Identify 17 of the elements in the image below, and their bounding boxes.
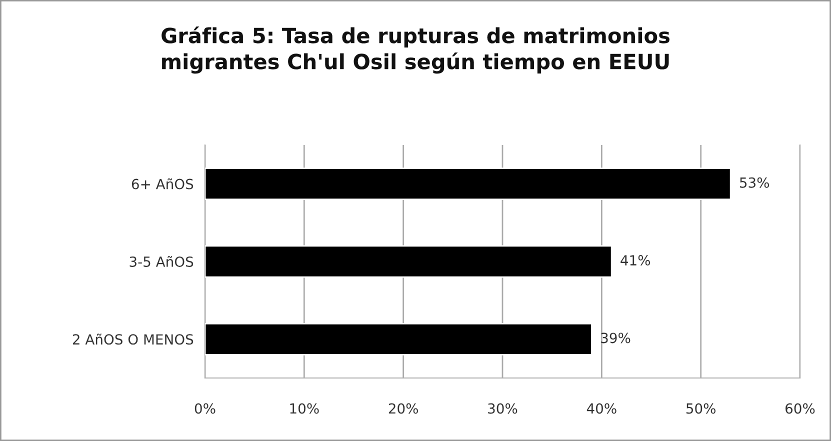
bar <box>205 245 612 278</box>
bar <box>205 168 732 200</box>
x-tick-label: 30% <box>488 403 518 414</box>
data-label: 39% <box>601 332 630 344</box>
chart-title: Gráfica 5: Tasa de rupturas de matrimonios migrantes Ch'ul Osil según tiempo en EEUU <box>162 26 670 74</box>
y-tick-label: 2 AñOS O MENOS <box>72 334 194 345</box>
x-tick-label: 50% <box>686 403 716 414</box>
x-tick-label: 60% <box>786 403 815 414</box>
x-tick-label: 20% <box>388 403 418 414</box>
y-tick-label: 6+ AñOS <box>132 178 194 190</box>
data-label: 41% <box>620 255 650 266</box>
x-tick-label: 40% <box>586 403 616 414</box>
x-tick-label: 0% <box>194 403 216 414</box>
y-tick-label: 3-5 AñOS <box>130 256 194 267</box>
x-tick-label: 10% <box>290 403 319 414</box>
bar <box>205 322 592 356</box>
data-label: 53% <box>740 177 770 188</box>
